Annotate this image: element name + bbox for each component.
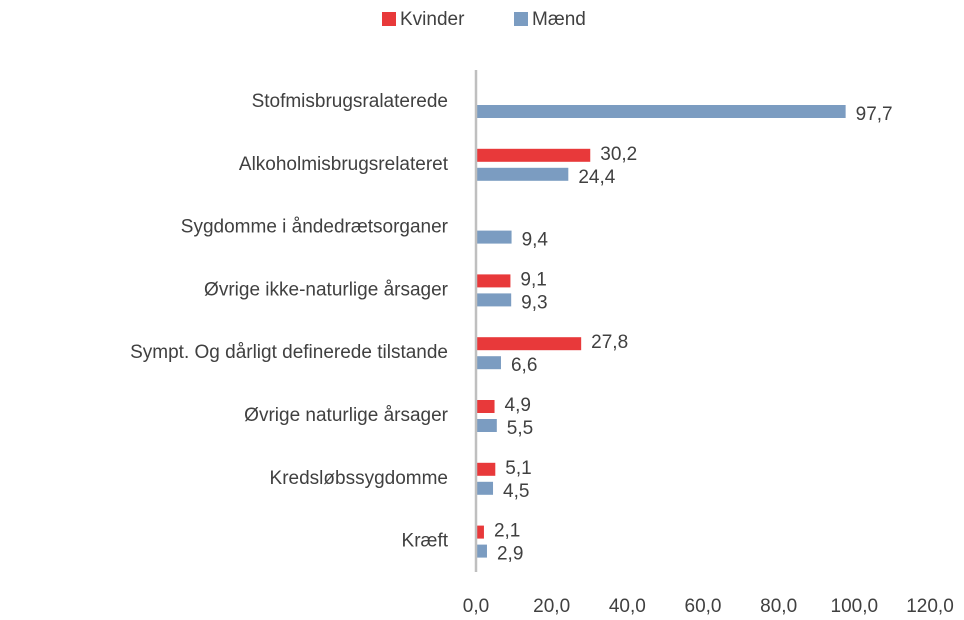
x-tick-label: 120,0 [906,596,954,617]
data-label: 30,2 [600,144,637,165]
data-label: 9,1 [520,269,546,290]
data-label: 5,1 [505,458,531,479]
bar [476,544,487,558]
data-label: 4,9 [505,395,531,416]
legend-swatch [514,12,528,26]
data-label: 2,9 [497,544,523,565]
bar [476,525,484,539]
data-label: 27,8 [591,332,628,353]
x-tick-label: 80,0 [760,596,797,617]
bar [476,419,497,432]
data-label: 2,1 [494,521,520,542]
bar [476,105,846,118]
legend-label: Mænd [532,9,586,30]
x-tick-label: 20,0 [533,596,570,617]
x-tick-label: 60,0 [685,596,722,617]
data-label: 6,6 [511,355,537,376]
bar [476,230,512,244]
bar [476,148,591,162]
x-tick-label: 0,0 [463,596,489,617]
data-label: 9,3 [521,292,547,313]
x-tick-label: 40,0 [609,596,646,617]
data-label: 9,4 [522,230,549,251]
legend-label: Kvinder [400,9,465,30]
category-label: Kredsløbssygdomme [270,468,448,489]
category-label: Øvrige ikke-naturlige årsager [204,279,449,300]
category-label: Sygdomme i åndedrætsorganer [181,217,449,238]
category-label: Stofmisbrugsralaterede [252,91,448,112]
data-label: 4,5 [503,481,529,502]
bar [476,462,496,476]
bar [476,274,511,288]
data-label: 5,5 [507,418,533,439]
bar [476,293,512,307]
category-label: Alkoholmisbrugsrelateret [239,154,449,175]
bar [476,481,494,495]
x-tick-label: 100,0 [831,596,879,617]
legend-swatch [382,12,396,26]
bar [476,400,495,413]
bar [476,356,501,370]
data-label: 97,7 [856,104,893,125]
category-label: Kræft [402,531,449,552]
data-label: 24,4 [578,167,615,188]
bar [476,337,582,351]
bar [476,167,569,181]
category-label: Øvrige naturlige årsager [244,405,448,426]
category-label: Sympt. Og dårligt definerede tilstande [130,342,448,363]
